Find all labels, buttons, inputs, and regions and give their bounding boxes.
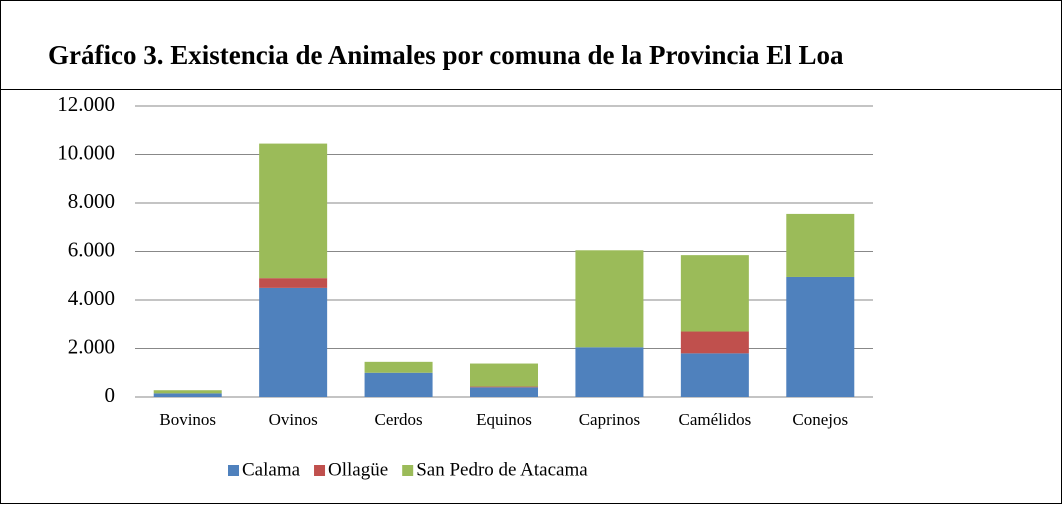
- bar-segment: [470, 363, 538, 387]
- bar-segment: [786, 213, 855, 277]
- bar-segment: [153, 393, 222, 397]
- bar-segment: [680, 255, 749, 332]
- bar-segment: [786, 276, 855, 397]
- legend-swatch: [402, 465, 414, 476]
- x-tick-label: Ovinos: [269, 410, 318, 429]
- bar-segment: [680, 353, 749, 397]
- x-tick-label: Conejos: [792, 410, 848, 429]
- y-tick-label: 10.000: [57, 140, 115, 164]
- y-tick-label: 6.000: [68, 237, 115, 261]
- bar-segment: [259, 278, 328, 288]
- legend-swatch: [228, 465, 239, 476]
- legend-swatch: [314, 465, 326, 476]
- bar-segment: [259, 287, 328, 397]
- bar-segment: [470, 386, 538, 388]
- legend-label: San Pedro de Atacama: [416, 459, 588, 480]
- x-tick-label: Cerdos: [374, 410, 422, 429]
- x-tick-label: Equinos: [476, 410, 532, 429]
- legend-label: Calama: [242, 459, 301, 480]
- legend-label: Ollagüe: [328, 459, 388, 480]
- y-tick-label: 8.000: [68, 189, 115, 213]
- bar-segment: [575, 250, 644, 348]
- x-tick-label: Bovinos: [159, 410, 216, 429]
- y-tick-label: 0: [105, 383, 116, 407]
- y-tick-label: 2.000: [68, 334, 115, 358]
- bar-segment: [259, 143, 328, 279]
- y-tick-label: 12.000: [57, 92, 115, 116]
- bar-segment: [364, 361, 433, 373]
- bar-segment: [153, 390, 222, 394]
- y-tick-label: 4.000: [68, 286, 115, 310]
- chart-title: Gráfico 3. Existencia de Animales por co…: [48, 40, 844, 70]
- x-tick-label: Caprinos: [579, 410, 640, 429]
- bar-segment: [364, 372, 433, 397]
- bar-segment: [575, 347, 644, 397]
- bar-segment: [470, 387, 538, 397]
- bar-segment: [680, 331, 749, 354]
- x-tick-label: Camélidos: [678, 410, 751, 429]
